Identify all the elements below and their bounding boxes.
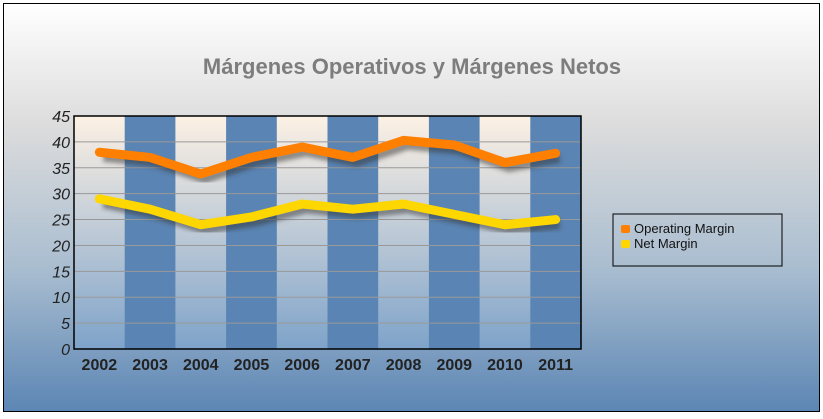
y-tick-label: 10 <box>52 290 70 307</box>
x-tick-label: 2008 <box>386 357 422 374</box>
y-tick-label: 40 <box>52 135 70 152</box>
x-tick-label: 2009 <box>436 357 472 374</box>
y-tick-label: 25 <box>51 213 70 230</box>
x-tick-label: 2007 <box>335 357 371 374</box>
x-tick-label: 2002 <box>82 357 118 374</box>
y-tick-label: 5 <box>61 316 70 333</box>
y-tick-label: 20 <box>51 238 70 255</box>
y-tick-label: 30 <box>52 187 70 204</box>
band <box>125 116 176 349</box>
chart-frame: Márgenes Operativos y Márgenes Netos 0 5 1… <box>3 3 820 412</box>
legend-label: Operating Margin <box>634 221 734 236</box>
y-tick-label: 0 <box>61 342 70 359</box>
chart-title: Márgenes Operativos y Márgenes Netos <box>203 54 621 79</box>
x-tick-label: 2010 <box>487 357 523 374</box>
x-tick-label: 2006 <box>284 357 320 374</box>
x-tick-label: 2003 <box>132 357 168 374</box>
legend-swatch <box>621 240 630 248</box>
y-tick-label: 35 <box>52 161 70 178</box>
y-tick-label: 15 <box>52 264 70 281</box>
chart: Márgenes Operativos y Márgenes Netos 0 5 1… <box>4 4 823 419</box>
y-tick-label: 45 <box>52 109 70 126</box>
x-tick-label: 2011 <box>538 357 573 374</box>
x-tick-label: 2005 <box>234 357 270 374</box>
legend-swatch <box>621 225 630 233</box>
legend-label: Net Margin <box>634 236 698 251</box>
x-tick-label: 2004 <box>183 357 219 374</box>
